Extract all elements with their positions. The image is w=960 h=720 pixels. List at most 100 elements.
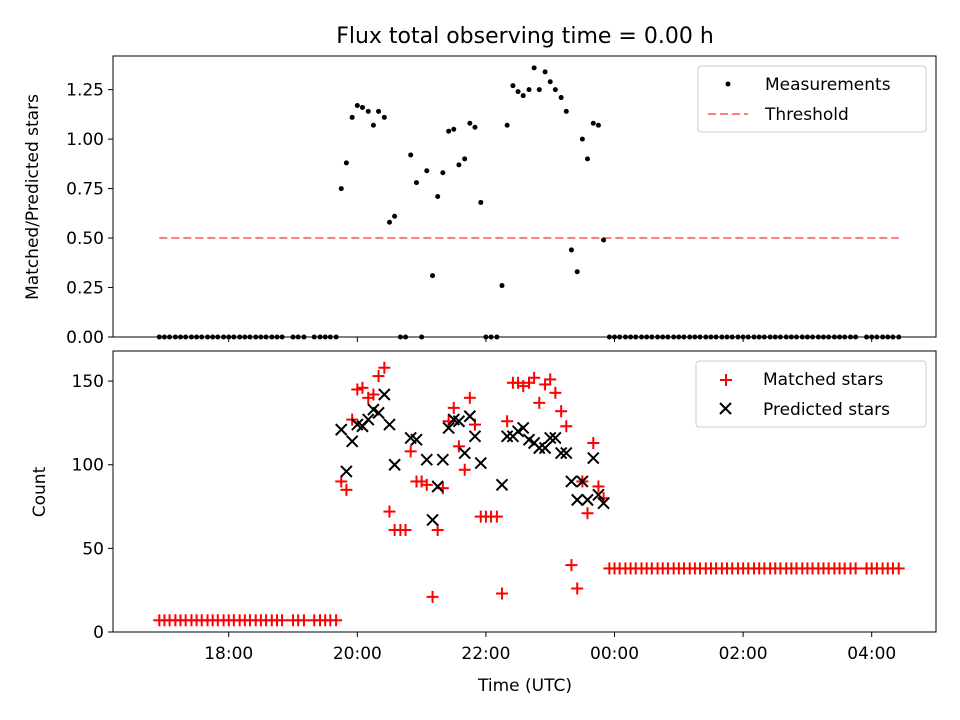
matched-star-point [378,361,391,374]
predicted-star-point [533,441,546,455]
top-y-axis-label: Matched/Predicted stars [23,94,43,300]
measurement-point [568,247,574,253]
predicted-star-point [335,423,348,436]
measurement-point [376,108,382,114]
bottom-x-axis: 18:00 20:00 22:00 00:00 02:00 04:00 [204,632,896,664]
measurement-point [343,160,349,166]
measurement-point [558,95,564,101]
predicted-star-point [500,430,514,443]
measurement-point [338,186,344,192]
top-panel: 0.00 0.25 0.50 0.75 1.00 1.25 Matched/Predict… [23,55,937,348]
measurement-point [381,114,387,120]
predicted-star-point [372,406,385,420]
x-tick-label: 18:00 [204,644,253,664]
bottom-y-axis-label: Count [30,466,50,517]
predicted-star-point [549,431,562,445]
matched-star-point [490,510,503,523]
measurement-point [359,104,365,110]
legend-matched-label: Matched stars [763,370,883,390]
measurement-point [451,126,457,132]
matched-star-point [452,440,465,453]
matched-star-point [501,415,514,428]
measurement-point [574,269,580,275]
matched-star-point [581,507,594,520]
matched-star-point [555,405,568,418]
predicted-star-point [442,421,455,435]
measurement-point [520,93,526,99]
predicted-star-point [410,433,423,446]
top-y-axis: 0.00 0.25 0.50 0.75 1.00 1.25 [66,81,113,348]
x-tick-label: 04:00 [847,644,896,664]
measurement-point [472,124,478,130]
matched-stars-points [153,361,905,627]
measurement-point [595,122,601,128]
predicted-star-point [463,410,477,423]
matched-star-point [565,559,578,572]
predicted-star-point [362,413,375,426]
measurement-point [536,87,542,93]
matched-star-point [399,523,412,536]
matched-star-point [420,478,433,491]
matched-star-point [447,401,460,414]
measurement-point [456,162,462,168]
bottom-y-tick-label: 50 [82,539,104,559]
legend-predicted-label: Predicted stars [763,400,890,420]
matched-star-point [297,614,310,627]
predicted-star-point [571,493,584,507]
matched-star-point [892,562,905,575]
x-tick-label: 20:00 [333,644,382,664]
bottom-y-tick-label: 150 [72,372,104,392]
measurement-point [579,136,585,142]
measurement-point [515,89,521,95]
legend-matched-marker [720,374,732,386]
measurement-point [547,79,553,85]
measurement-point [370,122,376,128]
predicted-star-point [576,475,589,488]
measurement-point [462,156,468,162]
measurement-point [392,213,398,219]
predicted-star-point [581,493,594,507]
bottom-legend-box [695,360,927,428]
matched-star-point [335,475,348,488]
measurement-point [585,156,591,162]
measurement-point [354,102,360,108]
matched-star-point [372,370,385,383]
top-y-tick-label: 0.25 [66,279,104,299]
predicted-star-point [426,513,439,527]
predicted-star-point [538,441,552,455]
measurement-point [386,219,392,225]
legend-predicted-marker [719,402,732,415]
measurement-point [499,283,505,289]
matched-star-point [523,376,536,389]
predicted-star-point [544,431,557,445]
top-legend: Measurements Threshold [697,65,927,133]
matched-star-point [431,523,444,536]
measurement-point [601,237,607,243]
top-legend-box [697,65,927,133]
matched-star-point [426,590,439,603]
measurement-point [349,114,355,120]
predicted-star-point [452,415,466,428]
matched-star-point [330,614,343,627]
matched-star-point [560,420,573,433]
matched-star-point [463,391,476,404]
measurement-point [435,194,441,199]
x-tick-label: 00:00 [590,644,639,664]
bottom-y-tick-label: 100 [72,456,104,476]
predicted-star-point [340,465,353,478]
measurement-point [446,128,452,134]
predicted-star-point [436,453,450,466]
matched-star-point [495,587,508,600]
predicted-star-point [495,478,509,492]
measurement-point [590,120,596,126]
matched-star-point [544,373,557,386]
measurement-point [413,180,419,186]
predicted-star-point [597,497,610,510]
matched-star-point [533,396,546,409]
top-y-tick-label: 0.75 [66,180,104,200]
matched-star-point [458,463,471,476]
measurement-point [430,273,436,279]
measurement-point [510,83,516,89]
matched-star-point [592,480,605,493]
